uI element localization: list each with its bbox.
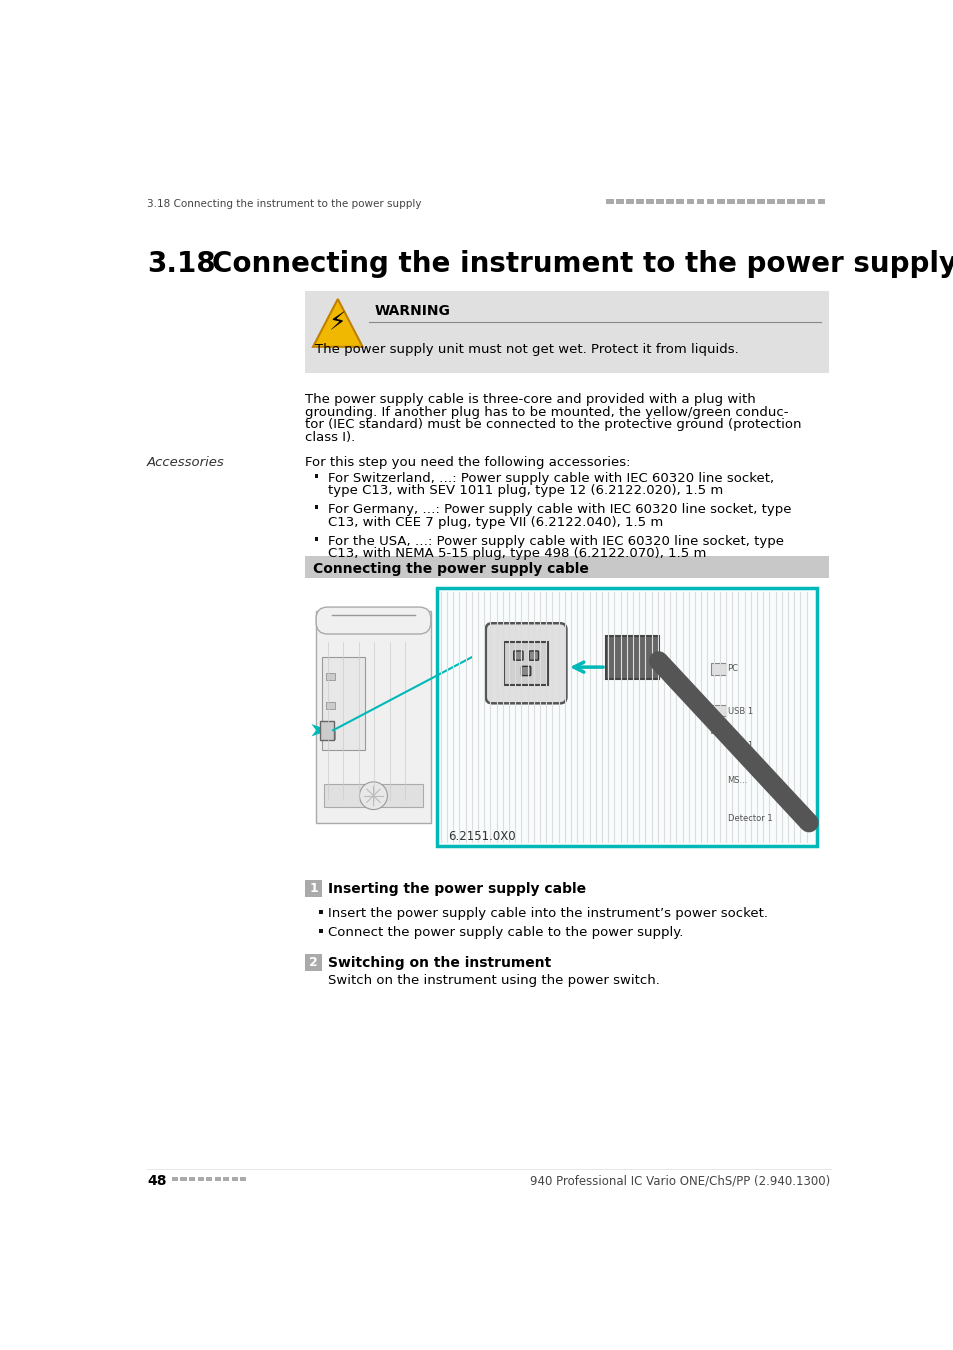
Bar (656, 198, 663, 204)
Bar (189, 1177, 195, 1181)
Bar (686, 198, 694, 204)
Bar (716, 198, 723, 204)
Bar (777, 198, 784, 204)
Text: Inserting the power supply cable: Inserting the power supply cable (328, 882, 586, 896)
Bar (806, 198, 815, 204)
Text: type C13, with SEV 1011 plug, type 12 (6.2122.020), 1.5 m: type C13, with SEV 1011 plug, type 12 (6… (328, 485, 723, 497)
Bar (636, 198, 643, 204)
Bar (305, 880, 322, 896)
Bar (726, 198, 734, 204)
Bar (786, 198, 794, 204)
Bar (436, 587, 816, 845)
Text: MS...: MS... (727, 776, 747, 784)
Text: The power supply cable is three-core and provided with a plug with: The power supply cable is three-core and… (305, 393, 755, 406)
Text: class I).: class I). (305, 431, 355, 444)
Text: Switching on the instrument: Switching on the instrument (328, 956, 551, 969)
Bar (314, 505, 318, 509)
Text: tor (IEC standard) must be connected to the protective ground (protection: tor (IEC standard) must be connected to … (305, 418, 801, 432)
FancyBboxPatch shape (513, 651, 522, 660)
Text: ⚡: ⚡ (329, 312, 346, 336)
Bar (326, 672, 335, 680)
Polygon shape (311, 724, 329, 736)
Text: Accessories: Accessories (147, 456, 225, 470)
Bar (625, 198, 633, 204)
Text: 940 Professional IC Vario ONE/ChS/PP (2.940.1300): 940 Professional IC Vario ONE/ChS/PP (2.… (530, 1174, 830, 1188)
Bar (319, 929, 323, 933)
Text: For Switzerland, …: Power supply cable with IEC 60320 line socket,: For Switzerland, …: Power supply cable w… (328, 471, 774, 485)
Bar (605, 636, 658, 679)
Text: 1: 1 (309, 882, 317, 895)
Polygon shape (313, 300, 362, 347)
FancyBboxPatch shape (529, 651, 537, 660)
Bar (645, 198, 654, 204)
Bar (240, 1177, 246, 1181)
Bar (314, 474, 318, 478)
Bar (172, 1177, 178, 1181)
Text: 3.18: 3.18 (147, 250, 215, 278)
Circle shape (359, 782, 387, 810)
Bar (736, 198, 744, 204)
FancyBboxPatch shape (485, 624, 566, 703)
Bar (305, 556, 828, 578)
Text: grounding. If another plug has to be mounted, the yellow/green conduc-: grounding. If another plug has to be mou… (305, 406, 788, 418)
Text: 6.2151.0X0: 6.2151.0X0 (448, 830, 516, 842)
Bar (323, 784, 422, 807)
Text: USB 1: USB 1 (727, 706, 752, 716)
Bar (616, 198, 623, 204)
Text: C13, with CEE 7 plug, type VII (6.2122.040), 1.5 m: C13, with CEE 7 plug, type VII (6.2122.0… (328, 516, 663, 529)
Bar (305, 292, 828, 373)
Text: Switch on the instrument using the power switch.: Switch on the instrument using the power… (328, 973, 659, 987)
Text: Connecting the power supply cable: Connecting the power supply cable (313, 562, 588, 575)
Bar (676, 198, 683, 204)
Text: The power supply unit must not get wet. Protect it from liquids.: The power supply unit must not get wet. … (314, 343, 738, 356)
Bar (326, 732, 335, 738)
FancyBboxPatch shape (315, 608, 431, 634)
Bar (326, 702, 335, 710)
Text: USB 1: USB 1 (727, 741, 752, 751)
Text: For the USA, …: Power supply cable with IEC 60320 line socket, type: For the USA, …: Power supply cable with … (328, 535, 783, 548)
Bar (710, 663, 725, 675)
Bar (666, 198, 674, 204)
Text: Insert the power supply cable into the instrument’s power socket.: Insert the power supply cable into the i… (328, 907, 768, 921)
Bar (766, 198, 774, 204)
Text: 48: 48 (147, 1174, 167, 1188)
Text: For this step you need the following accessories:: For this step you need the following acc… (305, 456, 630, 470)
Bar (710, 705, 725, 716)
Bar (315, 612, 431, 822)
Bar (232, 1177, 237, 1181)
Text: Detector 1: Detector 1 (727, 814, 771, 824)
Bar (214, 1177, 220, 1181)
Bar (757, 198, 764, 204)
Bar (710, 722, 725, 733)
Text: Connecting the instrument to the power supply: Connecting the instrument to the power s… (212, 250, 953, 278)
Bar (322, 657, 365, 749)
FancyBboxPatch shape (521, 667, 530, 675)
Bar (319, 910, 323, 914)
Bar (504, 641, 547, 684)
Bar (305, 582, 828, 855)
Bar (314, 537, 318, 541)
Bar (817, 198, 824, 204)
Bar (197, 1177, 204, 1181)
Bar (206, 1177, 212, 1181)
Text: 2: 2 (309, 956, 317, 969)
Text: WARNING: WARNING (375, 304, 451, 319)
Bar (706, 198, 714, 204)
Text: 3.18 Connecting the instrument to the power supply: 3.18 Connecting the instrument to the po… (147, 198, 421, 209)
Bar (696, 198, 703, 204)
Text: PC: PC (727, 664, 738, 674)
Bar (180, 1177, 187, 1181)
Bar (605, 198, 613, 204)
Text: Connect the power supply cable to the power supply.: Connect the power supply cable to the po… (328, 926, 683, 938)
Text: For Germany, …: Power supply cable with IEC 60320 line socket, type: For Germany, …: Power supply cable with … (328, 504, 791, 516)
Bar (797, 198, 804, 204)
Bar (319, 721, 334, 740)
Bar (746, 198, 754, 204)
Bar (223, 1177, 229, 1181)
Bar (305, 953, 322, 971)
Text: C13, with NEMA 5-15 plug, type 498 (6.2122.070), 1.5 m: C13, with NEMA 5-15 plug, type 498 (6.21… (328, 547, 706, 560)
